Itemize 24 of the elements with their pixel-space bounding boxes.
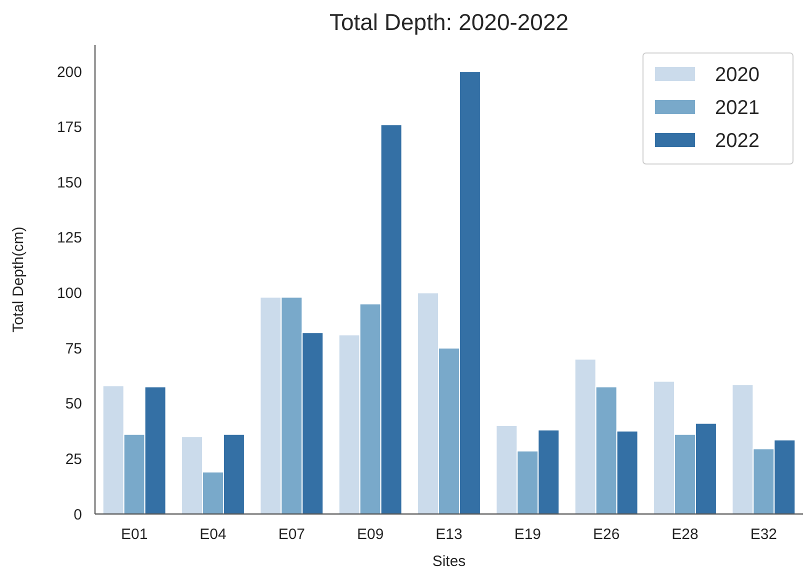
y-tick-label: 175 [56,119,82,136]
legend-label: 2022 [715,130,760,152]
y-tick-label: 25 [65,450,82,468]
legend-label: 2020 [715,64,760,86]
x-tick-label: E28 [672,526,698,543]
x-tick-label: E26 [592,526,620,543]
y-tick-label: 150 [56,174,82,192]
y-tick-label: 125 [56,230,82,247]
y-axis-title: Total Depth(cm) [10,226,27,332]
x-tick-label: E09 [356,526,384,543]
y-tick-label: 50 [65,396,82,413]
x-tick-label: E07 [278,526,306,543]
y-tick-label: 0 [74,506,82,524]
chart-title: Total Depth: 2020-2022 [329,9,569,35]
x-tick-label: E04 [200,526,226,543]
y-tick-label: 100 [56,285,82,302]
y-tick-label: 75 [65,340,82,358]
x-axis-title: Sites [432,553,466,570]
x-tick-label: E01 [120,526,148,543]
x-tick-label: E32 [750,526,778,543]
x-tick-label: E13 [436,526,462,543]
x-tick-label: E19 [514,526,542,543]
legend-label: 2021 [715,97,760,119]
y-tick-label: 200 [56,64,82,81]
